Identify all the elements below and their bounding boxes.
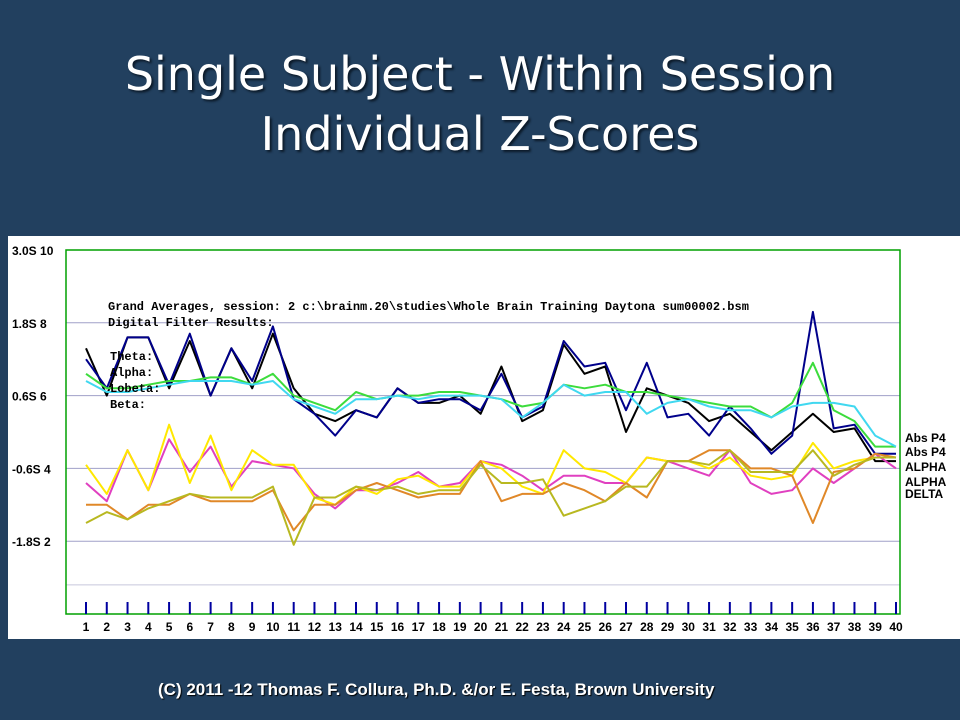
slide-title: Single Subject - Within Session Individu… bbox=[0, 44, 960, 164]
chart-annotation: Digital Filter Results: bbox=[108, 316, 274, 330]
x-tick-label: 34 bbox=[765, 620, 779, 634]
x-tick-label: 7 bbox=[207, 620, 214, 634]
annotations: Grand Averages, session: 2 c:\brainm.20\… bbox=[108, 300, 947, 501]
x-tick-label: 17 bbox=[412, 620, 426, 634]
x-tick-label: 33 bbox=[744, 620, 758, 634]
z-score-chart: 3.0S 101.8S 80.6S 6-0.6S 4-1.8S 21 2 3 4 5 6 7… bbox=[12, 244, 947, 634]
x-tick-label: 13 bbox=[329, 620, 343, 634]
x-tick-label: 31 bbox=[702, 620, 716, 634]
channel-label: Abs P4 bbox=[905, 431, 946, 445]
x-tick-label: 5 bbox=[166, 620, 173, 634]
x-tick-label: 25 bbox=[578, 620, 592, 634]
x-tick-label: 24 bbox=[557, 620, 571, 634]
title-line-1: Single Subject - Within Session bbox=[124, 47, 836, 101]
series-line-2 bbox=[85, 310, 896, 455]
x-tick-label: 22 bbox=[515, 620, 529, 634]
x-tick-label: 15 bbox=[370, 620, 384, 634]
chart-annotation: Lobeta: bbox=[110, 382, 160, 396]
chart-annotation: Theta: bbox=[110, 350, 153, 364]
channel-label: DELTA bbox=[905, 487, 944, 501]
x-tick-label: 30 bbox=[682, 620, 696, 634]
series-line-8 bbox=[85, 449, 896, 546]
footer-copyright: (C) 2011 -12 Thomas F. Collura, Ph.D. &/… bbox=[158, 680, 715, 699]
x-tick-label: 9 bbox=[249, 620, 256, 634]
chart-annotation: Grand Averages, session: 2 c:\brainm.20\… bbox=[108, 300, 749, 314]
channel-label: ALPHA bbox=[905, 475, 947, 489]
channel-label: ALPHA bbox=[905, 460, 947, 474]
x-tick-label: 29 bbox=[661, 620, 675, 634]
axes: 3.0S 101.8S 80.6S 6-0.6S 4-1.8S 21 2 3 4 5 6 7… bbox=[12, 244, 903, 634]
x-tick-label: 40 bbox=[889, 620, 903, 634]
series-line-4 bbox=[85, 380, 897, 448]
x-tick-label: 23 bbox=[536, 620, 550, 634]
series-lines bbox=[85, 310, 897, 546]
x-tick-label: 4 bbox=[145, 620, 152, 634]
x-tick-label: 8 bbox=[228, 620, 235, 634]
series-line-5 bbox=[85, 438, 897, 510]
y-tick-label: -0.6S 4 bbox=[12, 462, 51, 476]
x-tick-label: 11 bbox=[287, 620, 300, 634]
x-tick-label: 1 bbox=[83, 620, 90, 634]
x-tick-label: 6 bbox=[187, 620, 194, 634]
x-tick-label: 3 bbox=[124, 620, 131, 634]
x-tick-label: 18 bbox=[432, 620, 446, 634]
y-tick-label: -1.8S 2 bbox=[12, 535, 51, 549]
chart-annotation: Alpha: bbox=[110, 366, 153, 380]
x-tick-label: 27 bbox=[619, 620, 633, 634]
x-tick-label: 36 bbox=[806, 620, 820, 634]
x-tick-label: 2 bbox=[103, 620, 110, 634]
series-line-3 bbox=[85, 361, 896, 448]
x-tick-label: 14 bbox=[349, 620, 363, 634]
channel-label: Abs P4 bbox=[905, 445, 946, 459]
chart-annotation: Beta: bbox=[110, 398, 146, 412]
x-tick-label: 21 bbox=[495, 620, 509, 634]
x-tick-label: 32 bbox=[723, 620, 737, 634]
x-tick-label: 10 bbox=[266, 620, 280, 634]
plot-frame bbox=[65, 249, 901, 615]
x-tick-label: 26 bbox=[599, 620, 613, 634]
x-tick-label: 39 bbox=[869, 620, 883, 634]
x-tick-label: 19 bbox=[453, 620, 467, 634]
x-tick-label: 35 bbox=[785, 620, 799, 634]
x-tick-label: 38 bbox=[848, 620, 862, 634]
x-tick-label: 20 bbox=[474, 620, 488, 634]
x-tick-label: 12 bbox=[308, 620, 322, 634]
series-line-7 bbox=[86, 449, 897, 532]
series-line-6 bbox=[85, 423, 896, 506]
y-tick-label: 0.6S 6 bbox=[12, 390, 47, 404]
x-tick-label: 28 bbox=[640, 620, 654, 634]
y-tick-label: 3.0S 10 bbox=[12, 244, 54, 258]
title-line-2: Individual Z-Scores bbox=[260, 107, 700, 161]
x-tick-label: 16 bbox=[391, 620, 405, 634]
x-tick-label: 37 bbox=[827, 620, 841, 634]
y-tick-label: 1.8S 8 bbox=[12, 317, 47, 331]
